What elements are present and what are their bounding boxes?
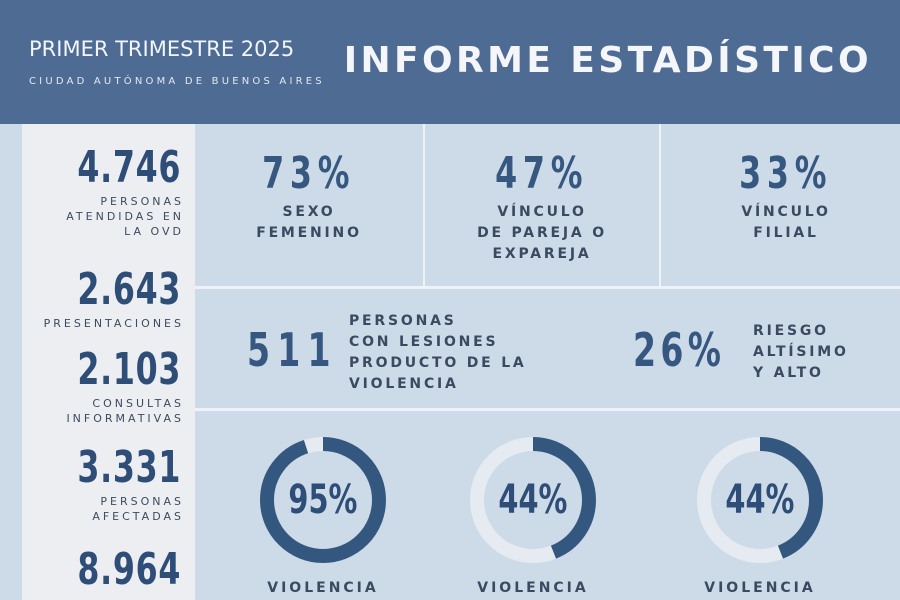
donut-chart-1: 95% (258, 435, 388, 565)
stat-value: 2.643 (77, 264, 181, 315)
stat-personas-afectadas: 3.331 PERSONAS AFECTADAS (37, 446, 181, 524)
stat-value: 2.103 (77, 344, 181, 395)
donut-value: 44% (725, 477, 795, 523)
stat-consultas: 2.103 CONSULTAS INFORMATIVAS (37, 348, 181, 426)
stat-value: 8.964 (77, 544, 181, 595)
stat-value: 47% (495, 148, 589, 199)
stat-vinculo-filial: 33% VÍNCULO FILIAL (661, 152, 900, 244)
stat-label: PERSONAS AFECTADAS (92, 495, 184, 523)
stat-sexo-femenino: 73% SEXO FEMENINO (195, 152, 423, 244)
donut-chart-3: 44% (695, 435, 825, 565)
stat-vinculo-pareja: 47% VÍNCULO DE PAREJA O EXPAREJA (425, 152, 659, 265)
page-title: INFORME ESTADÍSTICO (343, 40, 872, 81)
stat-label: VÍNCULO DE PAREJA O EXPAREJA (477, 204, 607, 262)
stat-personas-atendidas: 4.746 PERSONAS ATENDIDAS EN LA OVD (37, 146, 181, 239)
divider (195, 408, 900, 411)
donut-label: VIOLENCIA (704, 580, 816, 596)
stat-lesiones-label: PERSONAS CON LESIONES PRODUCTO DE LA VIO… (349, 313, 527, 392)
report-period: PRIMER TRIMESTRE 2025 (29, 37, 295, 61)
stat-label: VÍNCULO FILIAL (741, 204, 831, 241)
donut-value: 44% (498, 477, 568, 523)
donut-label: VIOLENCIA (267, 580, 379, 596)
donut-ring (470, 437, 596, 563)
stat-total: 8.964 (37, 548, 181, 592)
divider (659, 124, 661, 287)
donut-ring (260, 437, 386, 563)
header: PRIMER TRIMESTRE 2025 CIUDAD AUTÓNOMA DE… (0, 0, 900, 124)
stat-presentaciones: 2.643 PRESENTACIONES (37, 268, 181, 331)
divider (195, 286, 900, 289)
stat-label: SEXO FEMENINO (256, 204, 362, 241)
stat-label: PRESENTACIONES (43, 317, 184, 330)
stat-lesiones-value: 511 (247, 323, 338, 377)
donut-value: 95% (288, 477, 358, 523)
stat-label: CONSULTAS INFORMATIVAS (66, 397, 184, 425)
stat-riesgo-value: 26% (633, 323, 726, 377)
report-city: CIUDAD AUTÓNOMA DE BUENOS AIRES (29, 76, 325, 87)
sidebar-stats: 4.746 PERSONAS ATENDIDAS EN LA OVD 2.643… (22, 124, 195, 600)
stat-value: 3.331 (77, 442, 181, 493)
donut-label: VIOLENCIA (477, 580, 589, 596)
stat-value: 33% (739, 148, 833, 199)
stat-riesgo-label: RIESGO ALTÍSIMO Y ALTO (753, 323, 849, 381)
donut-chart-2: 44% (468, 435, 598, 565)
stat-value: 73% (262, 148, 356, 199)
divider (423, 124, 425, 287)
donut-ring (697, 437, 823, 563)
stat-value: 4.746 (77, 142, 181, 193)
stat-label: PERSONAS ATENDIDAS EN LA OVD (66, 195, 184, 238)
